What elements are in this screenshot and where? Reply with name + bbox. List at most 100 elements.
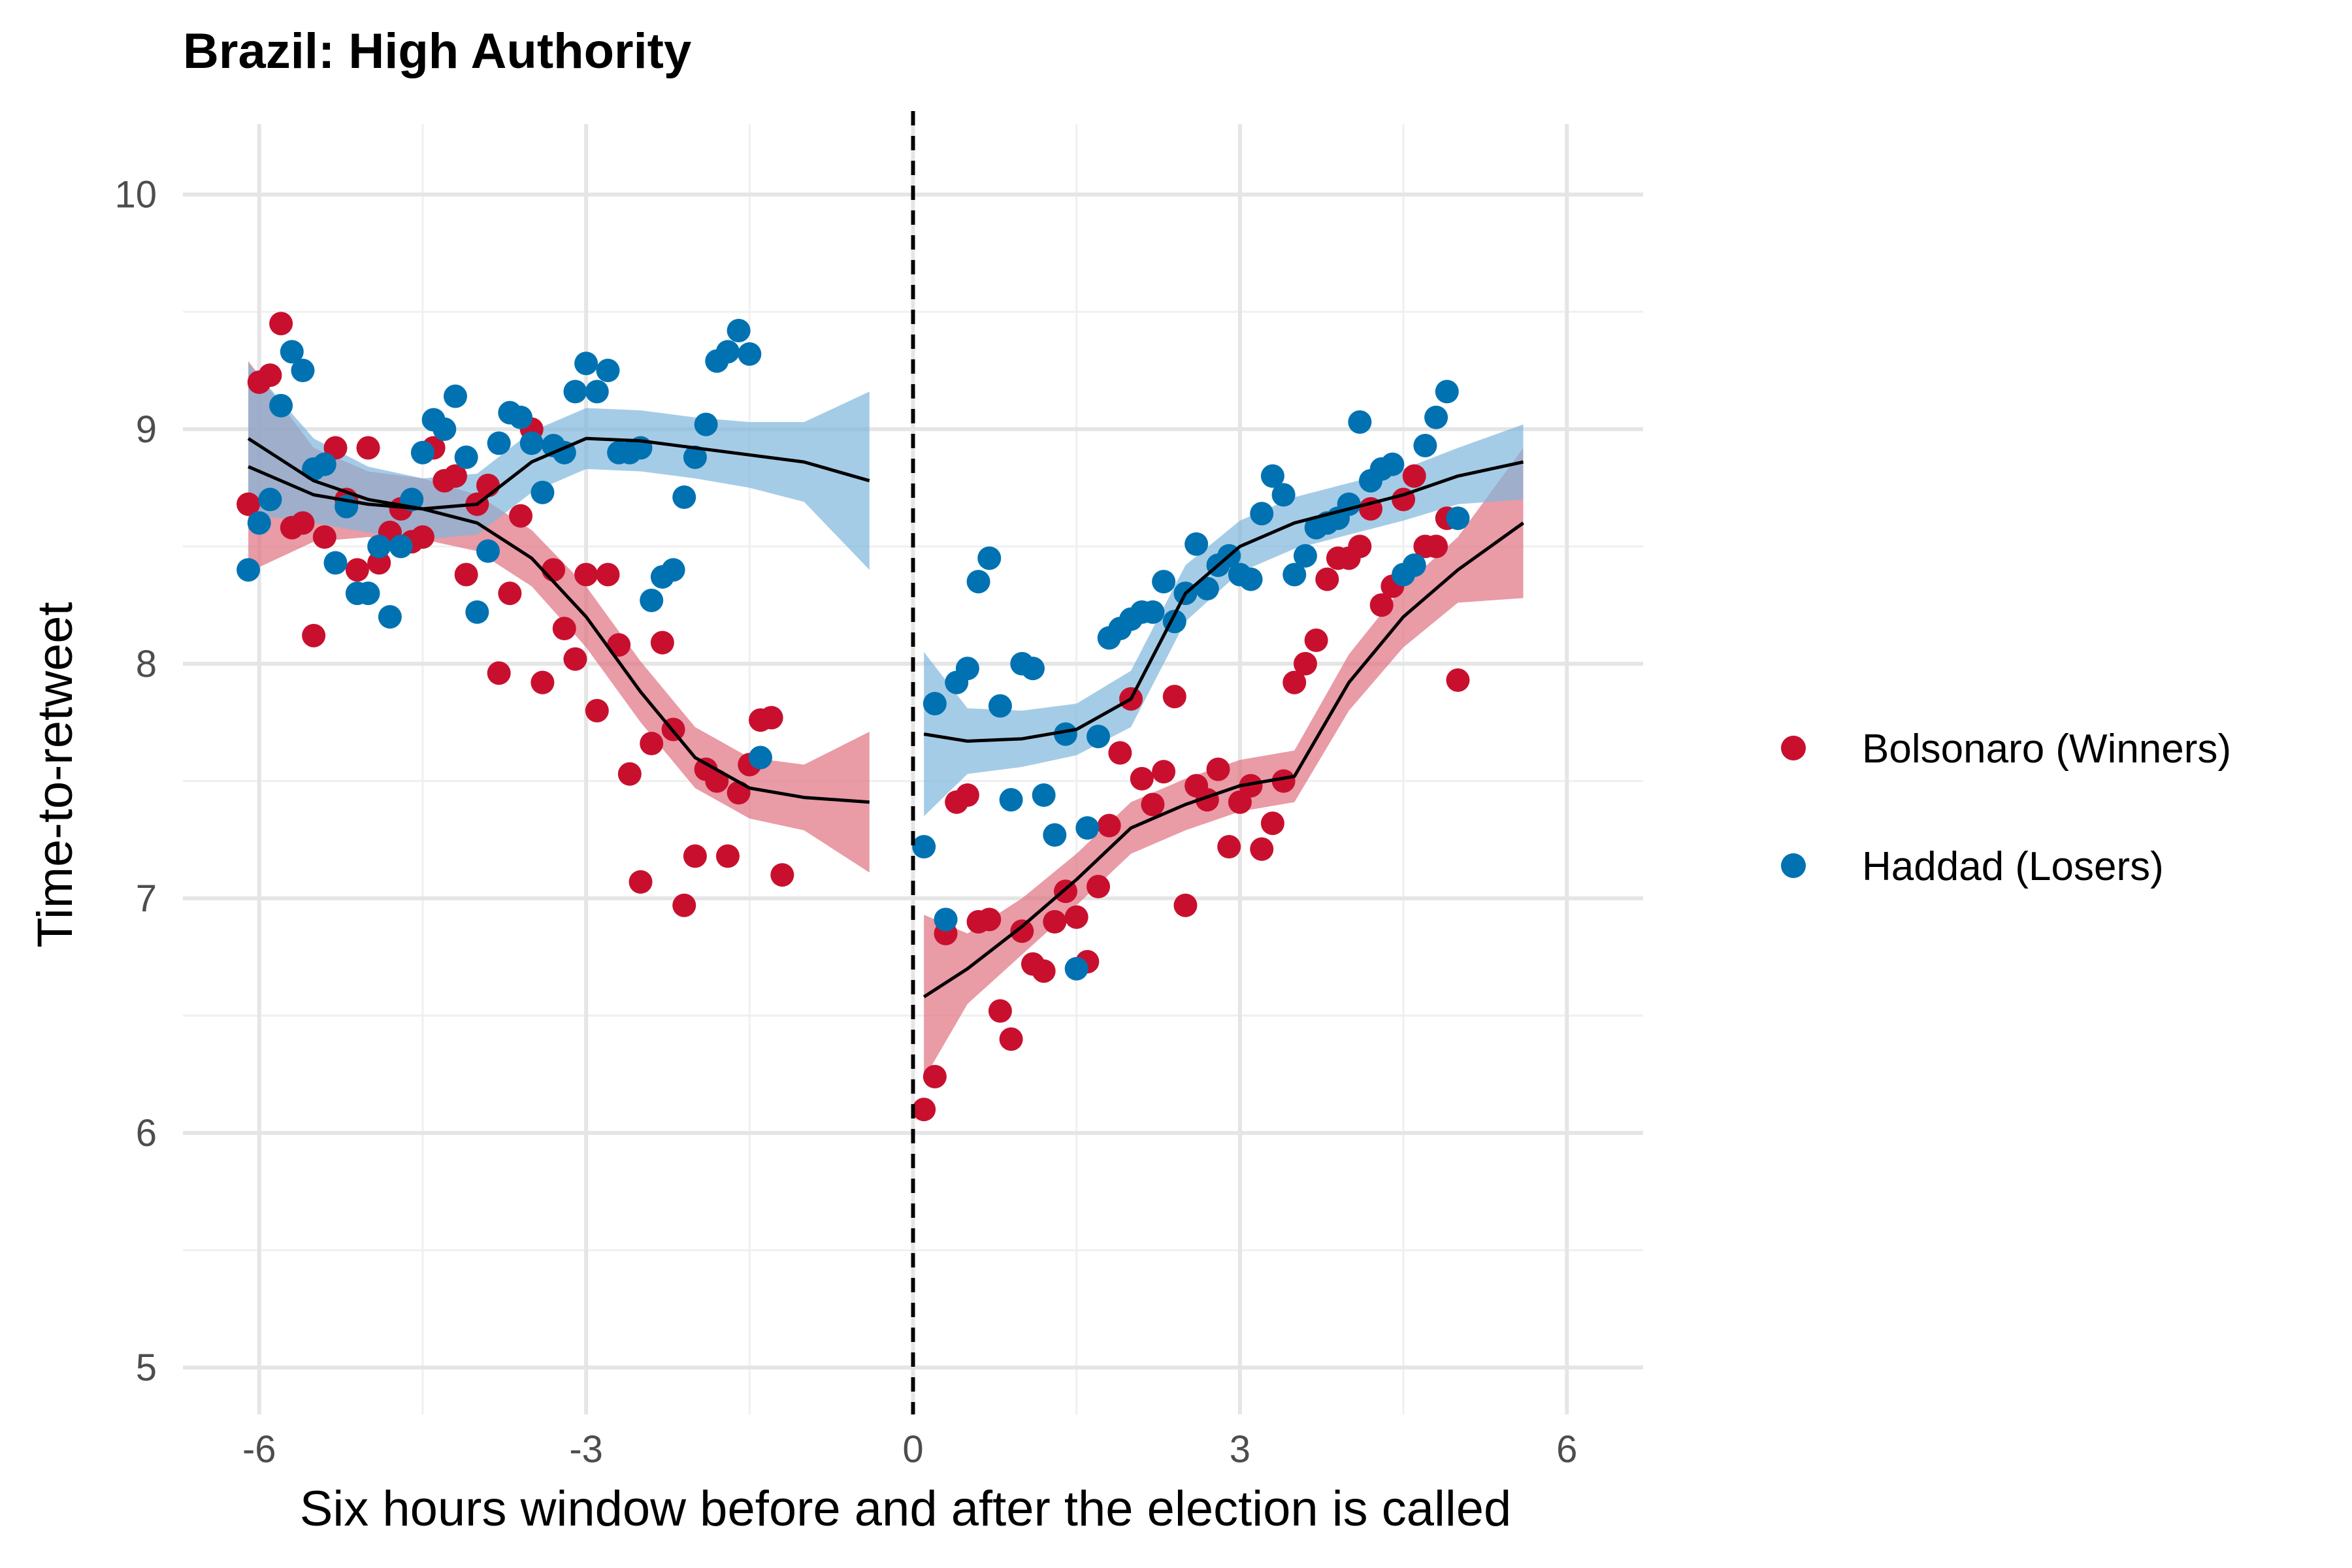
point-haddad	[727, 319, 751, 342]
point-haddad	[1260, 464, 1284, 488]
y-tick-label: 8	[136, 643, 157, 685]
x-tick-label: -3	[569, 1428, 603, 1471]
point-haddad	[1239, 567, 1263, 591]
point-bolsonaro	[770, 863, 794, 887]
point-haddad	[1348, 410, 1372, 434]
point-haddad	[1435, 380, 1459, 404]
point-haddad	[312, 452, 336, 476]
y-tick-label: 6	[136, 1112, 157, 1154]
point-haddad	[1413, 433, 1437, 457]
point-bolsonaro	[683, 844, 707, 868]
point-bolsonaro	[585, 698, 609, 723]
point-bolsonaro	[531, 670, 555, 694]
point-bolsonaro	[552, 617, 576, 641]
point-bolsonaro	[1239, 774, 1263, 798]
y-tick-label: 5	[136, 1347, 157, 1389]
point-bolsonaro	[1086, 875, 1111, 899]
point-bolsonaro	[1424, 534, 1448, 559]
point-haddad	[1282, 563, 1307, 587]
point-bolsonaro	[1271, 769, 1296, 793]
point-haddad	[596, 359, 620, 383]
point-haddad	[389, 534, 413, 559]
point-haddad	[1141, 600, 1165, 624]
point-bolsonaro	[1141, 792, 1165, 817]
point-bolsonaro	[672, 893, 696, 917]
point-bolsonaro	[542, 558, 566, 582]
confidence-ribbons	[248, 361, 1524, 1079]
point-bolsonaro	[454, 563, 478, 587]
point-bolsonaro	[640, 732, 664, 755]
point-haddad	[465, 600, 489, 624]
point-haddad	[585, 380, 609, 404]
x-tick-label: 6	[1556, 1428, 1577, 1471]
point-bolsonaro	[999, 1027, 1023, 1051]
legend-label-bolsonaro: Bolsonaro (Winners)	[1862, 727, 2231, 772]
point-haddad	[672, 485, 696, 509]
y-axis-title: Time-to-retweet	[27, 602, 83, 947]
point-haddad	[1043, 823, 1067, 847]
point-haddad	[1380, 452, 1405, 476]
point-bolsonaro	[596, 563, 620, 587]
point-haddad	[1075, 816, 1100, 840]
point-bolsonaro	[1293, 651, 1317, 676]
point-bolsonaro	[345, 558, 369, 582]
point-bolsonaro	[1173, 893, 1198, 917]
smooth-line-haddad	[923, 460, 1524, 743]
point-haddad	[269, 393, 293, 417]
point-haddad	[433, 417, 457, 441]
point-bolsonaro	[1043, 909, 1067, 934]
y-axis-ticks: 5 6 7 8 9 10	[114, 174, 157, 1389]
point-bolsonaro	[955, 783, 979, 807]
point-bolsonaro	[1260, 811, 1284, 836]
point-haddad	[1250, 502, 1274, 526]
ribbon-haddad	[924, 424, 1524, 817]
point-haddad	[934, 907, 958, 932]
point-haddad	[1032, 783, 1056, 807]
y-tick-label: 7	[136, 877, 157, 920]
point-haddad	[378, 605, 402, 629]
point-bolsonaro	[563, 647, 587, 671]
point-haddad	[1424, 405, 1448, 429]
point-bolsonaro	[1369, 593, 1394, 617]
point-haddad	[476, 539, 500, 563]
point-bolsonaro	[988, 999, 1012, 1023]
point-haddad	[454, 445, 478, 469]
point-bolsonaro	[617, 762, 642, 786]
point-bolsonaro	[498, 581, 522, 606]
x-tick-label: 3	[1230, 1428, 1250, 1471]
point-bolsonaro	[650, 630, 674, 655]
point-haddad	[955, 657, 979, 681]
point-bolsonaro	[1152, 760, 1176, 784]
point-haddad	[1271, 483, 1296, 507]
point-bolsonaro	[237, 492, 261, 516]
point-haddad	[367, 534, 391, 559]
y-tick-label: 10	[114, 174, 157, 216]
data-points	[237, 312, 1470, 1122]
point-haddad	[487, 431, 511, 455]
point-haddad	[519, 431, 544, 455]
point-bolsonaro	[509, 504, 533, 528]
smooth-line-bolsonaro	[923, 521, 1524, 998]
point-bolsonaro	[312, 525, 336, 549]
point-haddad	[443, 384, 467, 408]
point-haddad	[988, 694, 1012, 718]
point-haddad	[715, 340, 740, 364]
point-bolsonaro	[1217, 835, 1241, 858]
point-bolsonaro	[1304, 629, 1328, 652]
point-bolsonaro	[291, 511, 315, 535]
legend-key-bolsonaro	[1781, 736, 1806, 760]
point-haddad	[1184, 532, 1209, 556]
legend: Bolsonaro (Winners) Haddad (Losers)	[1781, 727, 2231, 889]
point-haddad	[748, 745, 772, 770]
point-haddad	[661, 558, 685, 582]
point-haddad	[694, 412, 718, 436]
legend-key-haddad	[1781, 853, 1806, 878]
x-axis-title: Six hours window before and after the el…	[300, 1481, 1512, 1537]
point-haddad	[1086, 725, 1111, 749]
point-haddad	[1064, 956, 1088, 981]
point-haddad	[999, 788, 1023, 812]
point-haddad	[323, 551, 348, 575]
point-haddad	[1054, 722, 1078, 746]
x-tick-label: 0	[902, 1428, 923, 1471]
point-bolsonaro	[1032, 959, 1056, 983]
